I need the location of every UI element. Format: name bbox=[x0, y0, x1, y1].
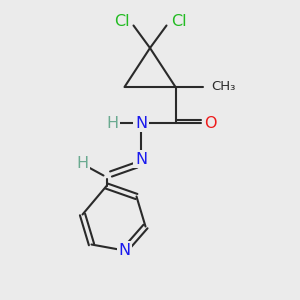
Text: N: N bbox=[135, 152, 147, 166]
Text: H: H bbox=[106, 116, 119, 130]
Text: CH₃: CH₃ bbox=[212, 80, 236, 94]
Text: N: N bbox=[135, 116, 147, 130]
Text: H: H bbox=[76, 156, 88, 171]
Text: O: O bbox=[204, 116, 216, 130]
Text: N: N bbox=[118, 243, 130, 258]
Text: Cl: Cl bbox=[114, 14, 129, 28]
Text: Cl: Cl bbox=[171, 14, 186, 28]
